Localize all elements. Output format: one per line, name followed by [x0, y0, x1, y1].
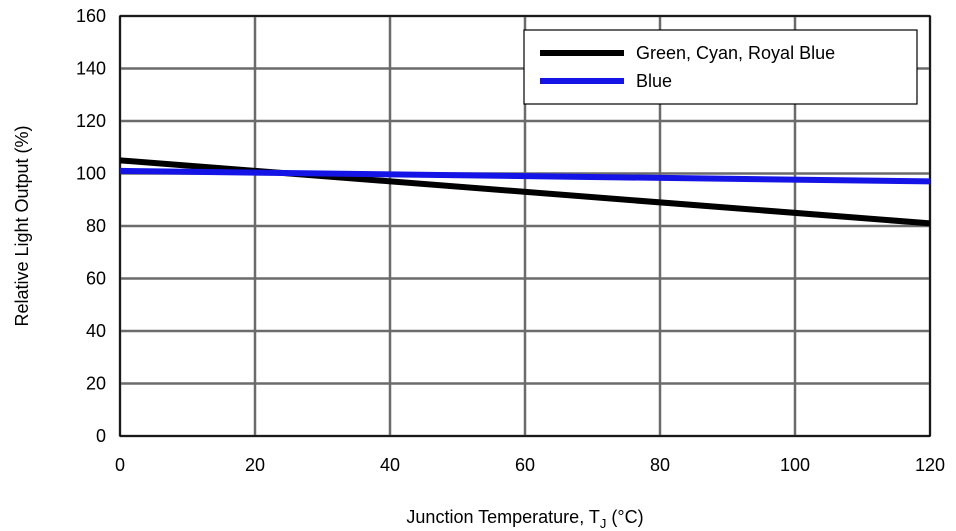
legend-label-2: Blue [636, 71, 672, 91]
y-tick-label: 60 [86, 269, 106, 289]
y-tick-labels: 0 20 40 60 80 100 120 140 160 [76, 6, 106, 446]
x-axis-title-subscript: J [600, 516, 607, 531]
x-tick-label: 120 [915, 455, 945, 475]
x-axis-title-unit: (°C) [606, 507, 643, 527]
x-axis-title-text: Junction Temperature, T [406, 507, 599, 527]
legend-box [523, 29, 918, 105]
y-tick-label: 160 [76, 6, 106, 26]
series-lines [119, 157, 931, 227]
x-tick-labels: 0 20 40 60 80 100 120 [115, 455, 945, 475]
legend: Green, Cyan, Royal Blue Blue [523, 29, 918, 105]
y-tick-label: 40 [86, 321, 106, 341]
y-tick-label: 0 [96, 426, 106, 446]
y-tick-label: 140 [76, 59, 106, 79]
legend-label-1: Green, Cyan, Royal Blue [636, 43, 835, 63]
y-tick-label: 120 [76, 111, 106, 131]
x-tick-label: 100 [780, 455, 810, 475]
x-tick-label: 80 [650, 455, 670, 475]
y-tick-label: 80 [86, 216, 106, 236]
plot-frame [119, 15, 931, 437]
series-line-2 [119, 167, 931, 185]
x-tick-label: 60 [515, 455, 535, 475]
x-axis-title: Junction Temperature, TJ (°C) [406, 507, 643, 531]
x-tick-label: 40 [380, 455, 400, 475]
y-axis-title: Relative Light Output (%) [12, 125, 32, 326]
x-tick-label: 0 [115, 455, 125, 475]
y-tick-label: 100 [76, 164, 106, 184]
y-tick-label: 20 [86, 374, 106, 394]
x-tick-label: 20 [245, 455, 265, 475]
